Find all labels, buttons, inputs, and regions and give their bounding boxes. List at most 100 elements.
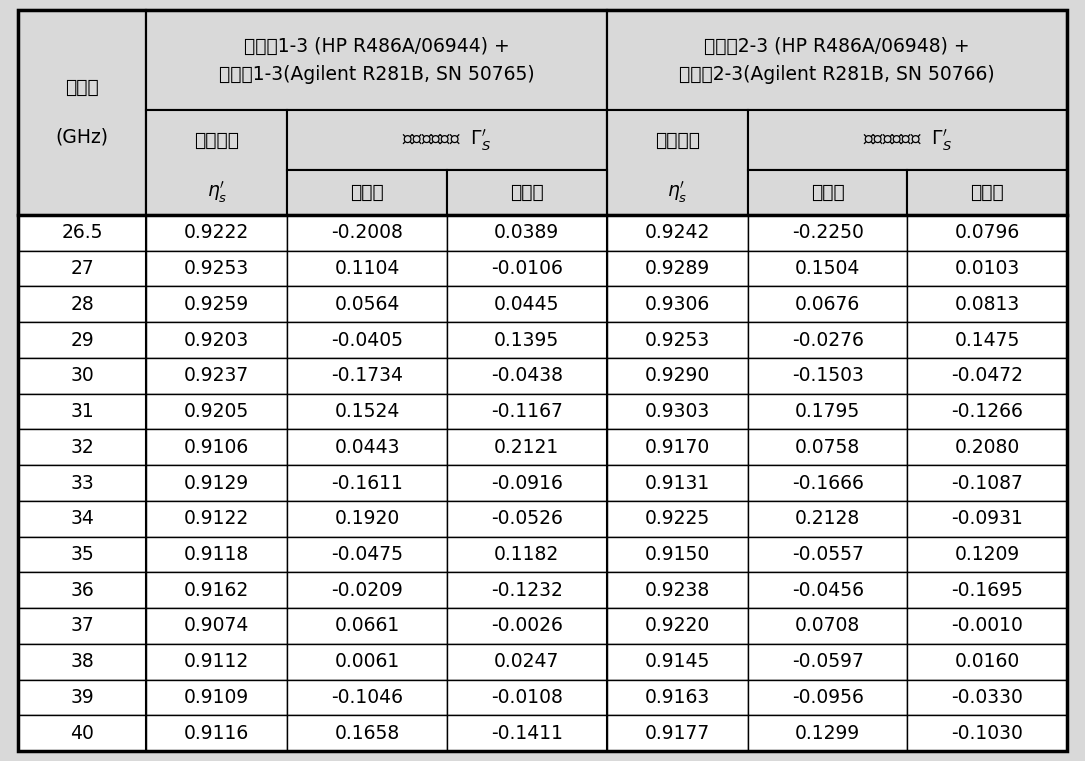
Bar	[288, 110, 607, 170]
Text: -0.2250: -0.2250	[792, 224, 864, 242]
Bar	[146, 644, 288, 680]
Bar	[907, 715, 1067, 751]
Text: 27: 27	[71, 259, 94, 278]
Bar	[18, 358, 146, 393]
Text: 0.9145: 0.9145	[644, 652, 710, 671]
Bar	[447, 322, 607, 358]
Bar	[18, 501, 146, 537]
Text: 0.9170: 0.9170	[644, 438, 710, 457]
Bar	[288, 429, 447, 465]
Bar	[288, 537, 447, 572]
Text: 30: 30	[71, 366, 94, 385]
Text: -0.1030: -0.1030	[952, 724, 1023, 743]
Bar	[748, 715, 907, 751]
Text: 0.9203: 0.9203	[184, 330, 250, 349]
Text: -0.0526: -0.0526	[490, 509, 563, 528]
Bar	[607, 644, 748, 680]
Bar	[748, 110, 1067, 170]
Bar	[748, 501, 907, 537]
Bar	[748, 393, 907, 429]
Bar	[607, 110, 748, 215]
Bar	[18, 537, 146, 572]
Bar	[146, 537, 288, 572]
Bar	[907, 286, 1067, 322]
Bar	[146, 572, 288, 608]
Text: $\eta_s'$: $\eta_s'$	[667, 180, 688, 205]
Bar	[748, 572, 907, 608]
Text: -0.1734: -0.1734	[331, 366, 404, 385]
Text: 0.9289: 0.9289	[644, 259, 710, 278]
Text: 40: 40	[71, 724, 94, 743]
Text: 33: 33	[71, 473, 94, 492]
Text: 실수부: 실수부	[810, 183, 844, 202]
Text: 기준기1-3 (HP R486A/06944) +
어댑터1-3(Agilent R281B, SN 50765): 기준기1-3 (HP R486A/06944) + 어댑터1-3(Agilent…	[218, 37, 534, 84]
Text: 29: 29	[71, 330, 94, 349]
Bar	[748, 250, 907, 286]
Text: 35: 35	[71, 545, 94, 564]
Text: -0.1266: -0.1266	[952, 402, 1023, 421]
Text: 0.9177: 0.9177	[644, 724, 710, 743]
Text: -0.2008: -0.2008	[331, 224, 404, 242]
Bar	[18, 608, 146, 644]
Text: -0.0472: -0.0472	[952, 366, 1023, 385]
Bar	[607, 393, 748, 429]
Bar	[146, 465, 288, 501]
Bar	[447, 572, 607, 608]
Bar	[18, 715, 146, 751]
Bar	[748, 322, 907, 358]
Bar	[146, 110, 288, 215]
Text: 0.9238: 0.9238	[644, 581, 710, 600]
Text: 39: 39	[71, 688, 94, 707]
Text: -0.1046: -0.1046	[331, 688, 404, 707]
Text: 28: 28	[71, 295, 94, 314]
Text: 0.9118: 0.9118	[184, 545, 250, 564]
Text: 실효효율: 실효효율	[194, 130, 240, 149]
Bar	[146, 250, 288, 286]
Text: 0.9074: 0.9074	[184, 616, 250, 635]
Text: 0.9162: 0.9162	[184, 581, 250, 600]
Text: 입력반사계수  $\Gamma_S'$: 입력반사계수 $\Gamma_S'$	[403, 127, 492, 153]
Text: 38: 38	[71, 652, 94, 671]
Bar	[447, 358, 607, 393]
Text: -0.0475: -0.0475	[331, 545, 404, 564]
Text: -0.1167: -0.1167	[490, 402, 563, 421]
Bar	[748, 286, 907, 322]
Bar	[146, 286, 288, 322]
Bar	[146, 322, 288, 358]
Text: 0.0389: 0.0389	[494, 224, 560, 242]
Bar	[907, 358, 1067, 393]
Text: 주파수: 주파수	[65, 78, 99, 97]
Bar	[447, 465, 607, 501]
Bar	[288, 170, 447, 215]
Text: -0.0209: -0.0209	[331, 581, 404, 600]
Text: -0.0010: -0.0010	[952, 616, 1023, 635]
Text: 0.1475: 0.1475	[955, 330, 1020, 349]
Bar	[18, 680, 146, 715]
Bar	[288, 572, 447, 608]
Bar	[18, 393, 146, 429]
Bar	[607, 286, 748, 322]
Bar	[907, 537, 1067, 572]
Text: 31: 31	[71, 402, 94, 421]
Bar	[18, 644, 146, 680]
Bar	[146, 10, 607, 110]
Bar	[748, 429, 907, 465]
Text: 0.1104: 0.1104	[334, 259, 400, 278]
Bar	[607, 715, 748, 751]
Bar	[748, 608, 907, 644]
Text: -0.0438: -0.0438	[490, 366, 563, 385]
Text: 0.9122: 0.9122	[184, 509, 250, 528]
Bar	[907, 170, 1067, 215]
Text: 0.0443: 0.0443	[334, 438, 400, 457]
Bar	[907, 250, 1067, 286]
Bar	[607, 322, 748, 358]
Bar	[288, 715, 447, 751]
Text: 0.1504: 0.1504	[795, 259, 860, 278]
Bar	[447, 170, 607, 215]
Bar	[146, 680, 288, 715]
Bar	[447, 644, 607, 680]
Text: 0.9109: 0.9109	[184, 688, 250, 707]
Bar	[447, 429, 607, 465]
Bar	[447, 501, 607, 537]
Bar	[18, 215, 146, 250]
